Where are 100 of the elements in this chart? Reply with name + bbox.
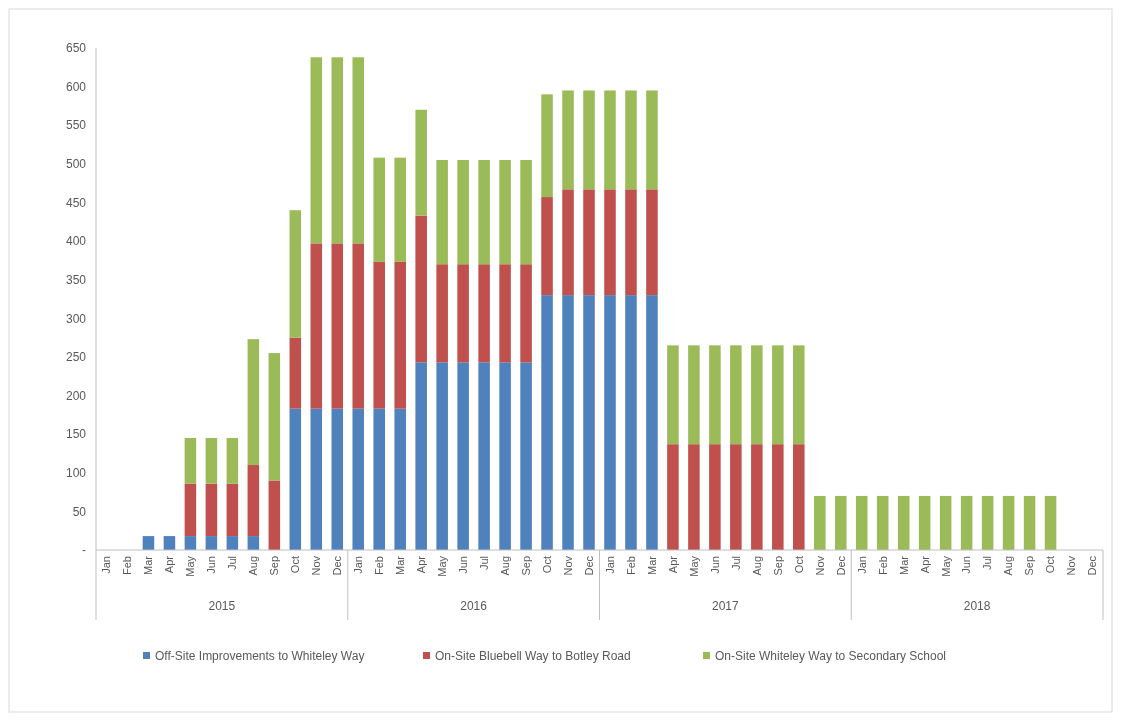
x-tick-label: Jul [729, 556, 742, 571]
bar [772, 444, 784, 550]
bar [939, 495, 952, 550]
bar [625, 295, 637, 550]
x-tick-label: Jun [456, 556, 469, 574]
text: 2017 [712, 599, 740, 613]
bar [478, 264, 490, 363]
x-tick-label: Aug [750, 556, 763, 576]
bar [373, 261, 385, 409]
x-tick-label: Jan [352, 556, 365, 574]
bar [814, 495, 826, 550]
x-tick-label: Feb [624, 556, 637, 575]
bar [520, 264, 532, 363]
bar [289, 337, 302, 409]
bar [541, 295, 553, 550]
bar [499, 362, 511, 550]
bar [310, 408, 323, 550]
bar [751, 345, 763, 445]
bar [394, 157, 406, 262]
x-tick-label: Sep [268, 556, 281, 576]
x-tick-label: Jan [855, 556, 868, 574]
bar [541, 197, 553, 296]
y-tick-label: 400 [65, 234, 87, 249]
bar [772, 345, 784, 445]
bar [268, 480, 281, 550]
bar [415, 362, 427, 550]
bar [373, 157, 385, 262]
x-tick-label: Feb [373, 556, 386, 575]
bar [918, 495, 931, 550]
x-tick-label: Dec [1086, 555, 1099, 576]
x-tick-label: Mar [394, 555, 407, 575]
bar [583, 189, 595, 296]
bar [436, 159, 448, 265]
bar [394, 408, 406, 550]
x-tick-label: Jun [708, 556, 721, 574]
text: 2015 [208, 599, 236, 613]
x-tick-label: Jan [603, 556, 616, 574]
bar [289, 210, 302, 338]
x-tick-label: Oct [289, 556, 302, 574]
bar [1023, 495, 1036, 550]
bar [457, 159, 469, 265]
x-tick-label: Oct [1044, 556, 1057, 574]
bar [478, 159, 490, 265]
bar [604, 295, 616, 550]
x-tick-label: Nov [310, 555, 323, 576]
bar [793, 345, 805, 445]
bar [562, 189, 574, 296]
x-tick-label: Nov [813, 555, 826, 576]
bar [562, 90, 574, 190]
bar [1002, 495, 1015, 550]
bar [352, 243, 365, 409]
bar [667, 345, 679, 445]
bar [499, 159, 511, 265]
legend-label: Off-Site Improvements to Whiteley Way [155, 649, 365, 664]
x-tick-label: Sep [519, 556, 532, 576]
bar [793, 444, 805, 550]
y-tick-label: 300 [65, 311, 87, 326]
x-tick-label: Sep [1023, 556, 1036, 576]
bar [709, 444, 721, 550]
bar [373, 408, 385, 550]
bar [247, 465, 260, 537]
text: 2018 [963, 599, 991, 613]
bar [625, 189, 637, 296]
x-tick-label: Nov [561, 555, 574, 576]
bar [541, 94, 553, 198]
x-tick-label: Oct [540, 556, 553, 574]
y-tick-label: 200 [65, 388, 87, 403]
x-tick-label: Apr [666, 555, 679, 574]
x-tick-label: Dec [582, 555, 595, 576]
bar [205, 438, 218, 484]
bar [457, 362, 469, 550]
bar [184, 438, 197, 484]
bar [688, 444, 700, 550]
bar [310, 243, 323, 409]
legend-label: On-Site Bluebell Way to Botley Road [435, 649, 631, 664]
x-tick-label: Jul [981, 556, 994, 571]
bar [331, 57, 344, 244]
bar [855, 495, 868, 550]
bar [205, 483, 218, 537]
x-tick-label: Oct [792, 556, 805, 574]
x-tick-label: Mar [142, 555, 155, 575]
bar [876, 495, 889, 550]
bar [394, 261, 406, 409]
bar [268, 353, 281, 481]
bar [352, 408, 365, 550]
y-tick-label: 550 [65, 118, 87, 133]
bar [331, 243, 344, 409]
x-tick-label: Apr [918, 555, 931, 574]
bar [897, 495, 910, 550]
y-tick-label: 100 [65, 465, 87, 480]
bar [960, 495, 973, 550]
x-tick-label: Aug [498, 556, 511, 576]
y-tick-label: 600 [65, 79, 87, 94]
y-tick-label: 350 [65, 272, 87, 287]
bar [646, 295, 658, 550]
bar [646, 90, 658, 190]
text: 2016 [460, 599, 488, 613]
bar [436, 362, 448, 550]
y-tick-label: 500 [65, 157, 87, 172]
y-tick-label: 150 [65, 427, 87, 442]
